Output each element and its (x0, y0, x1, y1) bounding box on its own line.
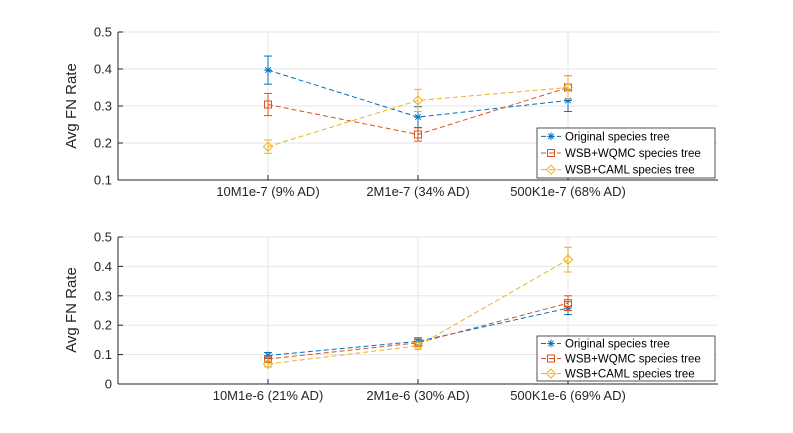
series-3 (262, 75, 574, 154)
y-tick-label: 0.5 (94, 230, 112, 245)
legend-box (536, 335, 716, 382)
legend: Original species tree WSB+WQMC species tr… (536, 127, 716, 179)
legend-label: WSB+CAML species tree (565, 165, 695, 177)
legend-label: Original species tree (565, 131, 670, 143)
data-point (414, 130, 422, 139)
y-tick-label: 0.5 (94, 25, 112, 40)
series-line (267, 259, 569, 365)
y-tick-label: 0.2 (94, 318, 112, 333)
x-tick-label: 10M1e-6 (21% AD) (213, 388, 324, 403)
data-point (564, 299, 572, 308)
bottom-chart: 0 0.1 0.2 0.3 0.4 0.5 10M1e-6 (21% AD) 2M1e-6 (… (63, 230, 718, 403)
legend-marker (547, 149, 555, 157)
legend-label: Original species tree (565, 339, 670, 351)
legend-label: WSB+WQMC species tree (565, 148, 701, 160)
y-tick-label: 0.3 (94, 99, 112, 114)
series-line (267, 69, 569, 118)
y-tick-label: 0 (105, 377, 112, 392)
data-point (264, 100, 272, 109)
legend-marker (547, 339, 555, 348)
y-tick-label: 0.4 (94, 259, 112, 274)
series-line (267, 302, 569, 360)
series-3 (262, 246, 574, 370)
y-tick-label: 0.1 (94, 173, 112, 188)
data-point (562, 254, 574, 265)
legend: Original species tree WSB+WQMC species tr… (536, 335, 716, 382)
y-tick-label: 0.1 (94, 347, 112, 362)
y-tick-label: 0.2 (94, 136, 112, 151)
data-point (564, 96, 572, 105)
y-tick-label: 0.4 (94, 62, 112, 77)
x-tick-label: 2M1e-7 (34% AD) (366, 184, 469, 199)
data-point (412, 340, 424, 351)
data-point (264, 66, 272, 74)
y-tick-label: 0.3 (94, 288, 112, 303)
top-chart: 0.1 0.2 0.3 0.4 0.5 10M1e-7 (9% AD) 2M1e-7 (34… (63, 25, 718, 199)
x-tick-label: 500K1e-6 (69% AD) (510, 388, 626, 403)
legend-marker (545, 164, 557, 175)
data-point (262, 141, 274, 152)
legend-box (536, 127, 716, 179)
legend-label: WSB+CAML species tree (565, 369, 695, 381)
data-point (414, 113, 422, 121)
x-tick-label: 10M1e-7 (9% AD) (216, 184, 319, 199)
x-tick-label: 2M1e-6 (30% AD) (366, 388, 469, 403)
legend-label: WSB+WQMC species tree (565, 354, 701, 366)
data-point (412, 95, 424, 106)
legend-marker (547, 354, 555, 363)
legend-marker (545, 368, 557, 379)
y-axis-label: Avg FN Rate (63, 63, 80, 149)
data-point (262, 358, 274, 370)
x-tick-label: 500K1e-7 (68% AD) (510, 184, 626, 199)
y-axis-label: Avg FN Rate (63, 267, 80, 353)
series-line (267, 307, 569, 356)
data-point (562, 82, 574, 93)
legend-marker (547, 132, 555, 141)
